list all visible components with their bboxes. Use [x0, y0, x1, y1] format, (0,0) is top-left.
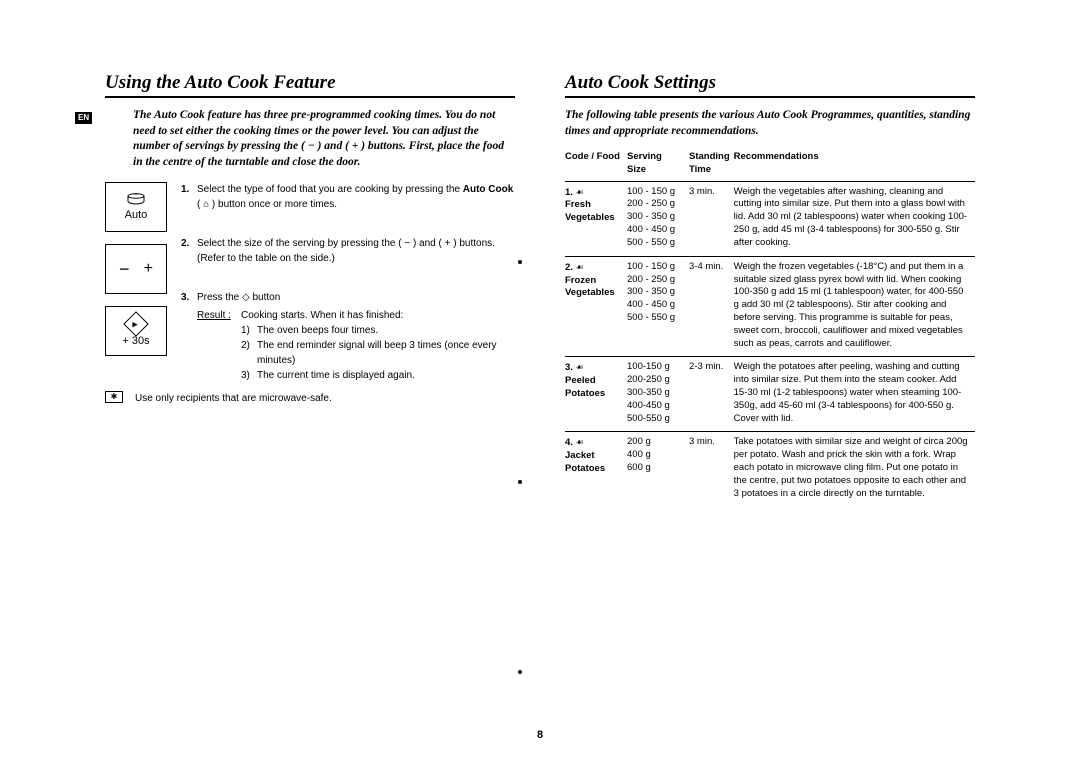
- result-text: The oven beeps four times.: [257, 323, 378, 338]
- th-code: Code / Food: [565, 149, 627, 181]
- table-row: 3. ☙PeeledPotatoes100-150 g200-250 g300-…: [565, 357, 975, 432]
- step-number: 3.: [181, 290, 197, 383]
- step-body: Select the type of food that you are coo…: [197, 182, 515, 212]
- cell-rec: Weigh the frozen vegetables (-18°C) and …: [734, 256, 975, 357]
- language-badge: EN: [75, 112, 92, 124]
- step-number: 2.: [181, 236, 197, 266]
- plus30s-label: + 30s: [122, 335, 149, 347]
- decorative-dot: [518, 480, 522, 484]
- table-header-row: Code / Food ServingSize StandingTime Rec…: [565, 149, 975, 181]
- page-number: 8: [537, 729, 543, 741]
- cell-size: 100 - 150 g200 - 250 g300 - 350 g400 - 4…: [627, 256, 689, 357]
- cell-code: 3. ☙PeeledPotatoes: [565, 357, 627, 432]
- decorative-dot: [518, 670, 522, 674]
- left-body: Auto − + + 30s 1. Select the type of foo…: [105, 182, 515, 406]
- th-time: StandingTime: [689, 149, 734, 181]
- step-text: Select the type of food that you are coo…: [197, 184, 463, 195]
- start-button-diagram: + 30s: [105, 306, 167, 356]
- plus-minus-button-diagram: − +: [105, 244, 167, 294]
- th-rec: Recommendations: [734, 149, 975, 181]
- cell-size: 200 g400 g600 g: [627, 432, 689, 507]
- result-item: 1)The oven beeps four times.: [241, 323, 515, 338]
- step-body: Press the ◇ button Result : Cooking star…: [197, 290, 515, 383]
- cell-time: 3-4 min.: [689, 256, 734, 357]
- table-row: 4. ☙JacketPotatoes200 g400 g600 g3 min.T…: [565, 432, 975, 507]
- result-block: Result : Cooking starts. When it has fin…: [197, 308, 515, 383]
- manual-page: EN Using the Auto Cook Feature The Auto …: [105, 72, 975, 507]
- cell-time: 3 min.: [689, 432, 734, 507]
- intro-right: The following table presents the various…: [565, 108, 975, 139]
- auto-label: Auto: [125, 209, 148, 221]
- result-intro: Cooking starts. When it has finished:: [241, 308, 403, 323]
- button-diagram-stack: Auto − + + 30s: [105, 182, 167, 406]
- decorative-dot: [518, 260, 522, 264]
- th-size: ServingSize: [627, 149, 689, 181]
- safety-note: ✱ Use only recipients that are microwave…: [105, 391, 515, 406]
- start-diamond-icon: [123, 311, 148, 336]
- result-num: 1): [241, 323, 257, 338]
- cell-time: 3 min.: [689, 181, 734, 256]
- steps-list: 1. Select the type of food that you are …: [181, 182, 515, 406]
- cell-time: 2-3 min.: [689, 357, 734, 432]
- cell-size: 100 - 150 g200 - 250 g300 - 350 g400 - 4…: [627, 181, 689, 256]
- result-num: 3): [241, 368, 257, 383]
- heading-right: Auto Cook Settings: [565, 72, 975, 98]
- cell-rec: Take potatoes with similar size and weig…: [734, 432, 975, 507]
- intro-left: The Auto Cook feature has three pre-prog…: [133, 108, 515, 170]
- result-text: The end reminder signal will beep 3 time…: [257, 338, 515, 368]
- note-icon: ✱: [105, 391, 123, 403]
- note-text: Use only recipients that are microwave-s…: [135, 391, 332, 406]
- cell-rec: Weigh the vegetables after washing, clea…: [734, 181, 975, 256]
- step-2: 2. Select the size of the serving by pre…: [181, 236, 515, 266]
- step-number: 1.: [181, 182, 197, 212]
- auto-cook-table: Code / Food ServingSize StandingTime Rec…: [565, 149, 975, 507]
- step-body: Select the size of the serving by pressi…: [197, 236, 515, 266]
- pot-icon: [125, 193, 147, 207]
- step-1: 1. Select the type of food that you are …: [181, 182, 515, 212]
- result-item: 2)The end reminder signal will beep 3 ti…: [241, 338, 515, 368]
- cell-code: 2. ☙FrozenVegetables: [565, 256, 627, 357]
- table-row: 1. ☙FreshVegetables100 - 150 g200 - 250 …: [565, 181, 975, 256]
- step-3: 3. Press the ◇ button Result : Cooking s…: [181, 290, 515, 383]
- result-item: 3)The current time is displayed again.: [241, 368, 515, 383]
- result-text: The current time is displayed again.: [257, 368, 415, 383]
- cell-rec: Weigh the potatoes after peeling, washin…: [734, 357, 975, 432]
- step-text-b: ( ⌂ ) button once or more times.: [197, 199, 337, 210]
- table-row: 2. ☙FrozenVegetables100 - 150 g200 - 250…: [565, 256, 975, 357]
- auto-cook-bold: Auto Cook: [463, 184, 514, 195]
- cell-size: 100-150 g200-250 g300-350 g400-450 g500-…: [627, 357, 689, 432]
- right-column: Auto Cook Settings The following table p…: [565, 72, 975, 507]
- left-column: Using the Auto Cook Feature The Auto Coo…: [105, 72, 515, 507]
- result-label: Result :: [197, 308, 241, 323]
- step-text: Press the ◇ button: [197, 292, 280, 303]
- auto-cook-button-diagram: Auto: [105, 182, 167, 232]
- cell-code: 1. ☙FreshVegetables: [565, 181, 627, 256]
- heading-left: Using the Auto Cook Feature: [105, 72, 515, 98]
- cell-code: 4. ☙JacketPotatoes: [565, 432, 627, 507]
- result-num: 2): [241, 338, 257, 368]
